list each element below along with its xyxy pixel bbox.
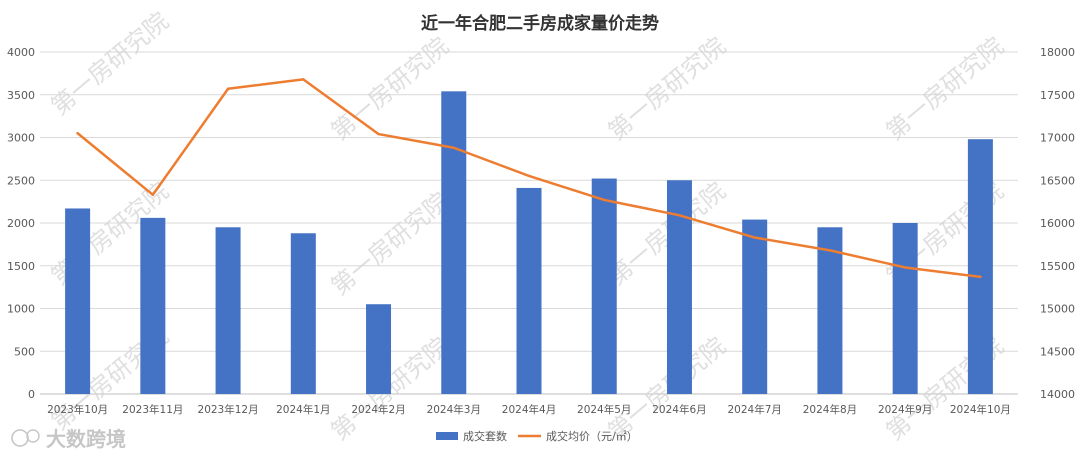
x-tick-label: 2024年6月 (652, 403, 706, 416)
legend-swatch-bar (436, 432, 458, 440)
line-point (151, 193, 155, 196)
bar (441, 91, 467, 394)
bar (516, 187, 542, 394)
bar (591, 178, 617, 394)
y-left-tick-label: 4000 (7, 46, 35, 59)
logo: 大数跨境 (11, 427, 126, 451)
y-right-tick-label: 17500 (1040, 89, 1075, 102)
x-tick-label: 2024年9月 (878, 403, 932, 416)
line-series (76, 78, 982, 279)
watermark-text: 第一房研究院 (326, 187, 454, 301)
y-right-tick-label: 17000 (1040, 132, 1075, 145)
x-tick-label: 2023年10月 (47, 403, 108, 416)
axes: 0 500 1000 1500 2000 2500 3000 3500 4000 14000 145… (7, 46, 1075, 416)
y-right-tick-label: 15500 (1040, 260, 1075, 273)
line-point (302, 78, 305, 81)
y-right-tick-label: 16500 (1040, 174, 1075, 187)
y-left-tick-label: 3500 (7, 89, 35, 102)
bar (817, 227, 843, 394)
watermark-text: 第一房研究院 (603, 177, 731, 291)
y-right-tick-label: 14000 (1040, 388, 1075, 401)
x-tick-label: 2023年12月 (198, 403, 259, 416)
line-point (603, 198, 606, 202)
bar (742, 219, 768, 394)
bar (290, 233, 316, 394)
x-tick-label: 2024年5月 (577, 403, 631, 416)
x-tick-label: 2024年10月 (950, 403, 1011, 416)
x-tick-label: 2024年4月 (502, 403, 556, 416)
x-tick-label: 2024年3月 (427, 403, 481, 416)
y-right-tick-label: 16000 (1040, 217, 1075, 230)
y-left-tick-label: 2000 (7, 217, 35, 230)
x-tick-label: 2024年1月 (276, 403, 330, 416)
line-point (979, 275, 982, 279)
legend-label-line: 成交均价（元/㎡） (546, 429, 638, 443)
y-left-tick-label: 0 (28, 388, 35, 401)
y-right-tick-label: 14500 (1040, 345, 1075, 358)
chart-title: 近一年合肥二手房成家量价走势 (421, 13, 659, 34)
line-point (377, 132, 380, 136)
y-right-tick-label: 18000 (1040, 46, 1075, 59)
bar (892, 223, 918, 394)
line-point (903, 266, 907, 269)
watermark-text: 第一房研究院 (881, 32, 1009, 146)
y-left-tick-label: 500 (14, 345, 35, 358)
line-point (753, 236, 756, 239)
y-left-tick-label: 1000 (7, 303, 35, 316)
bar (65, 208, 91, 394)
bar (967, 139, 993, 394)
line-point (678, 214, 681, 217)
bar (366, 304, 392, 394)
watermark-text: 第一房研究院 (326, 32, 454, 146)
watermark-text: 第一房研究院 (603, 32, 731, 146)
x-tick-label: 2024年8月 (803, 403, 857, 416)
line-point (226, 87, 230, 90)
line-point (828, 249, 832, 252)
bar (215, 227, 241, 394)
legend-label-bar: 成交套数 (463, 429, 507, 443)
y-left-tick-label: 2500 (7, 174, 35, 187)
y-left-tick-label: 3000 (7, 132, 35, 145)
logo-text: 大数跨境 (46, 427, 126, 451)
line-point (76, 132, 79, 135)
x-tick-label: 2024年7月 (727, 403, 781, 416)
legend: 成交套数 成交均价（元/㎡） (436, 429, 638, 443)
watermark-text: 第一房研究院 (603, 332, 731, 446)
bar (140, 217, 166, 394)
y-left-tick-label: 1500 (7, 260, 35, 273)
line-point (452, 146, 455, 149)
bar-series (65, 91, 993, 394)
x-tick-label: 2023年11月 (122, 403, 183, 416)
line-point (527, 174, 531, 178)
watermark-text: 第一房研究院 (46, 7, 174, 121)
y-right-tick-label: 15000 (1040, 303, 1075, 316)
logo-icon (11, 429, 29, 447)
x-tick-label: 2024年2月 (351, 403, 405, 416)
